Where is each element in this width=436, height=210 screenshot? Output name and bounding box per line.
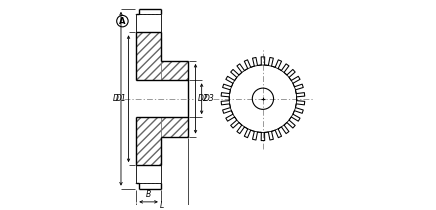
Polygon shape bbox=[161, 117, 188, 136]
Text: D2: D2 bbox=[198, 94, 208, 103]
Text: D3: D3 bbox=[204, 94, 214, 103]
Text: D: D bbox=[113, 94, 119, 103]
Polygon shape bbox=[136, 32, 161, 80]
Polygon shape bbox=[136, 117, 161, 165]
Polygon shape bbox=[161, 61, 188, 80]
Text: B: B bbox=[146, 190, 151, 199]
Text: D1: D1 bbox=[116, 94, 127, 103]
Text: A: A bbox=[119, 17, 126, 26]
Text: L: L bbox=[160, 201, 164, 210]
